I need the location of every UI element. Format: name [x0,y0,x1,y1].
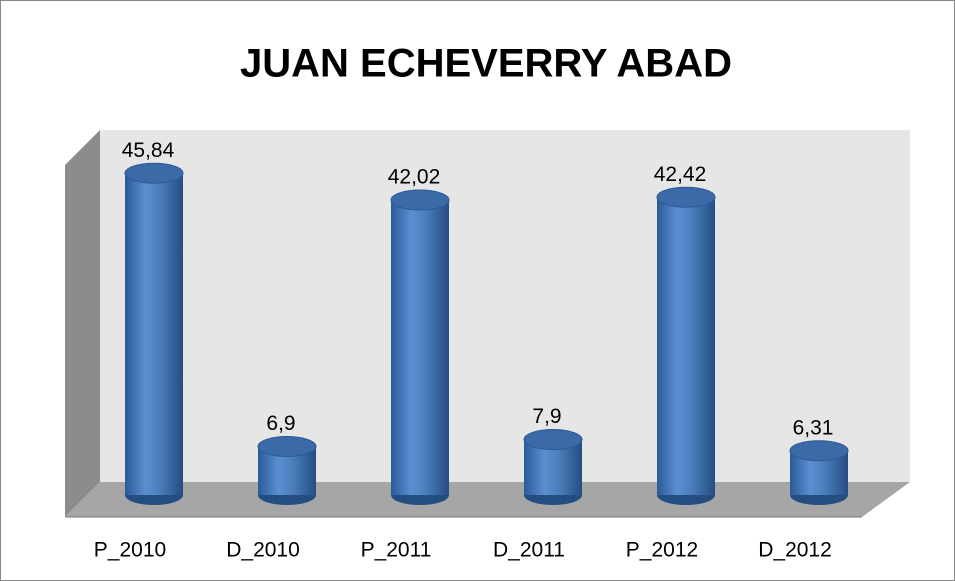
bar-top [390,189,450,211]
bar [125,173,183,496]
x-tick-label: P_2011 [361,539,432,562]
x-tick-label: D_2010 [226,539,300,562]
data-label: 7,9 [532,405,561,428]
data-label: 6,9 [266,412,295,435]
x-tick-label: D_2011 [493,539,565,562]
x-tick-label: D_2012 [758,539,832,562]
bar-top [124,162,184,184]
x-tick-label: P_2010 [94,539,166,562]
floor [65,482,910,517]
bar [391,200,449,495]
bar-top [523,429,583,451]
x-tick-label: P_2012 [626,539,698,562]
chart-title: JUAN ECHEVERRY ABAD [240,42,732,86]
data-label: 42,42 [654,163,707,186]
data-label: 42,02 [388,166,441,189]
data-label: 6,31 [793,416,834,439]
side-wall [65,130,100,517]
bar-top [656,186,716,208]
back-wall [100,130,910,482]
bar-top [257,436,317,458]
bar [657,197,715,495]
bar-top [789,440,849,462]
data-label: 45,84 [122,139,175,162]
